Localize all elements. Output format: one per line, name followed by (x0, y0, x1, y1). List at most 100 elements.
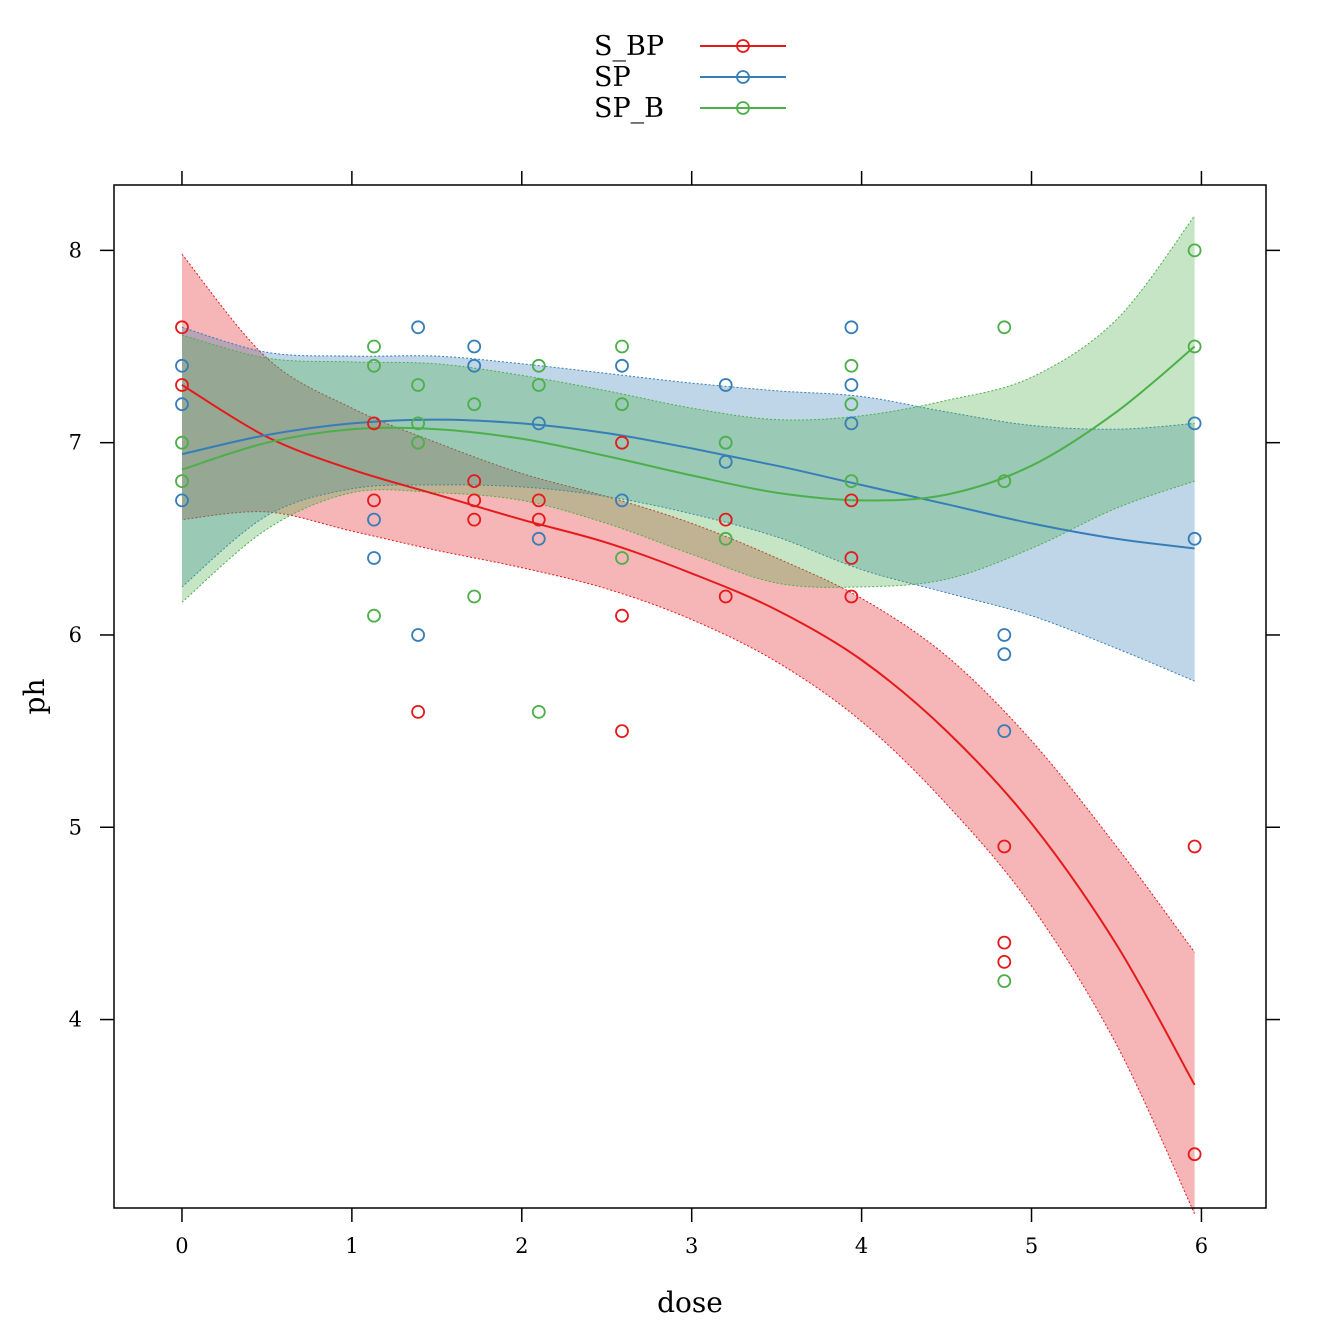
point-sp-b (367, 339, 381, 354)
plot-frame (113, 184, 1267, 1209)
point-s-bp (997, 935, 1012, 950)
point-sp-b (411, 435, 426, 450)
point-s-bp (997, 955, 1012, 969)
point-s-bp (844, 589, 859, 604)
confidence-bands (181, 215, 1196, 1215)
point-s-bp (175, 320, 189, 335)
x-tick-label: 1 (345, 1234, 358, 1258)
point-s-bp (367, 493, 381, 508)
point-s-bp (531, 493, 546, 508)
point-s-bp (467, 474, 482, 489)
x-tick-label: 2 (515, 1234, 528, 1258)
legend-label-s-bp: S_BP (594, 31, 664, 62)
point-sp-b (411, 378, 426, 392)
point-sp (997, 647, 1012, 662)
point-sp (175, 397, 189, 412)
point-s-bp (367, 416, 381, 431)
legend-marker-sp (736, 70, 750, 84)
point-sp (411, 320, 426, 335)
ci-lower-sp-b (181, 480, 1195, 603)
point-sp-b (997, 320, 1012, 335)
point-sp-b (467, 589, 482, 604)
point-s-bp (467, 512, 482, 527)
x-tick-label: 5 (1025, 1234, 1038, 1258)
x-axis-title: dose (657, 1286, 723, 1319)
ci-band-sp-b (182, 215, 1195, 603)
point-sp-b (531, 358, 546, 373)
point-s-bp (615, 608, 629, 623)
point-sp-b (844, 397, 859, 412)
x-tick-label: 4 (855, 1234, 868, 1258)
point-s-bp (1187, 839, 1202, 854)
point-s-bp (718, 512, 733, 527)
point-sp-b (997, 974, 1012, 988)
point-sp-b (1187, 339, 1202, 354)
legend-label-sp: SP (594, 62, 631, 93)
point-sp (997, 724, 1012, 738)
ci-upper-sp-b (181, 215, 1195, 421)
point-s-bp (997, 839, 1012, 854)
point-sp-b (367, 608, 381, 623)
point-sp (615, 493, 629, 508)
point-s-bp (844, 493, 859, 508)
ci-lower-s-bp (181, 511, 1196, 1215)
point-sp-b (367, 358, 381, 373)
y-axis-title: ph (18, 679, 51, 715)
point-sp-b (531, 705, 546, 719)
point-sp (175, 493, 189, 508)
point-sp (997, 628, 1012, 642)
y-tick-label: 4 (69, 1008, 82, 1032)
legend-marker-s-bp (736, 39, 750, 53)
point-sp (175, 358, 189, 373)
point-sp (1187, 416, 1202, 431)
point-sp-b (718, 531, 733, 546)
legend-marker-sp-b (736, 101, 750, 115)
point-s-bp (1187, 1147, 1202, 1162)
y-tick-label: 5 (69, 815, 82, 839)
point-s-bp (615, 724, 629, 738)
fit-line-sp-b (181, 345, 1196, 502)
point-sp-b (615, 551, 629, 565)
data-points (175, 243, 1202, 1162)
point-sp-b (997, 474, 1012, 489)
point-sp (615, 358, 629, 373)
point-s-bp (844, 551, 859, 565)
y-tick-label: 7 (69, 431, 82, 455)
point-sp (844, 416, 859, 431)
point-sp-b (718, 435, 733, 450)
point-sp (367, 551, 381, 565)
point-sp-b (615, 339, 629, 354)
point-sp (411, 628, 426, 642)
x-tick-label: 3 (685, 1234, 698, 1258)
point-sp (718, 378, 733, 392)
point-s-bp (718, 589, 733, 604)
point-sp-b (844, 358, 859, 373)
x-tick-label: 6 (1195, 1234, 1208, 1258)
point-s-bp (467, 493, 482, 508)
ci-lower-sp (181, 484, 1195, 682)
fit-line-s-bp (181, 384, 1196, 1086)
point-sp (467, 358, 482, 373)
point-s-bp (615, 435, 629, 450)
fit-line-sp (181, 418, 1195, 550)
point-sp-b (411, 416, 426, 431)
point-sp (1187, 531, 1202, 546)
point-sp-b (175, 435, 189, 450)
fit-lines (181, 345, 1196, 1086)
point-sp (367, 512, 381, 527)
point-s-bp (175, 378, 189, 392)
point-sp-b (1187, 243, 1202, 258)
legend-label-sp-b: SP_B (594, 93, 664, 124)
axes: 0 1 2 3 4 5 6 4 5 6 7 8 (69, 171, 1280, 1258)
y-tick-label: 8 (69, 238, 82, 262)
point-sp-b (175, 474, 189, 489)
point-sp (531, 531, 546, 546)
point-sp (467, 339, 482, 354)
point-sp-b (615, 397, 629, 412)
x-tick-label: 0 (175, 1234, 188, 1258)
ci-upper-sp (181, 326, 1195, 430)
point-s-bp (411, 705, 426, 719)
point-sp-b (844, 474, 859, 489)
point-sp-b (531, 378, 546, 392)
